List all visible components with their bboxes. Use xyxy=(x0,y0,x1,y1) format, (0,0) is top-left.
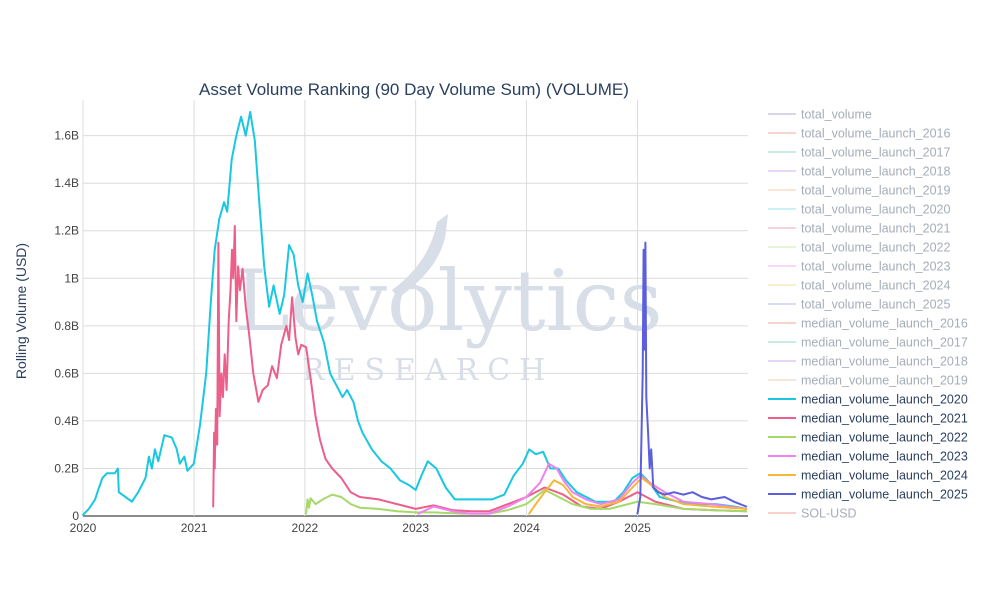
y-tick-label: 0 xyxy=(72,509,79,523)
series-line-median-volume-launch-2023 xyxy=(417,462,748,515)
series-line-median-volume-launch-2025 xyxy=(636,241,748,515)
y-axis-title: Rolling Volume (USD) xyxy=(13,243,29,379)
y-tick-label: 0.2B xyxy=(54,461,79,475)
legend-item: median_volume_launch_2016 xyxy=(768,317,968,331)
legend-item: median_volume_launch_2021 xyxy=(768,412,968,426)
x-tick-label: 2025 xyxy=(624,521,651,535)
legend-item: median_volume_launch_2018 xyxy=(768,355,968,369)
y-axis: 0 0.2B 0.4B 0.6B 0.8B 1B 1.2B 1.4B 1.6B xyxy=(54,129,79,523)
legend-item: median_volume_launch_2017 xyxy=(768,336,968,350)
legend-label: total_volume_launch_2018 xyxy=(801,165,950,179)
watermark-main-text: Levolytics xyxy=(234,252,663,350)
y-tick-label: 1B xyxy=(64,271,79,285)
legend-label: total_volume_launch_2016 xyxy=(801,127,950,141)
legend-label: total_volume_launch_2019 xyxy=(801,184,950,198)
legend-item: total_volume_launch_2016 xyxy=(768,127,950,141)
chart-title: Asset Volume Ranking (90 Day Volume Sum)… xyxy=(199,80,629,99)
legend-item: total_volume_launch_2017 xyxy=(768,146,950,160)
legend-label: median_volume_launch_2024 xyxy=(801,469,968,483)
x-tick-label: 2024 xyxy=(513,521,540,535)
legend-label: total_volume_launch_2024 xyxy=(801,279,950,293)
x-tick-label: 2023 xyxy=(402,521,429,535)
x-axis: 2020 2021 2022 2023 2024 2025 xyxy=(70,521,652,535)
legend-label: total_volume_launch_2025 xyxy=(801,298,950,312)
legend-label: total_volume_launch_2020 xyxy=(801,203,950,217)
legend-label: median_volume_launch_2019 xyxy=(801,374,968,388)
legend-item: total_volume_launch_2020 xyxy=(768,203,950,217)
legend-label: median_volume_launch_2023 xyxy=(801,450,968,464)
legend-label: median_volume_launch_2025 xyxy=(801,488,968,502)
x-tick-label: 2022 xyxy=(292,521,319,535)
legend-item: median_volume_launch_2020 xyxy=(768,393,968,407)
legend-label: total_volume_launch_2021 xyxy=(801,222,950,236)
legend-label: total_volume_launch_2023 xyxy=(801,260,950,274)
legend-item: total_volume_launch_2025 xyxy=(768,298,950,312)
y-tick-label: 0.8B xyxy=(54,319,79,333)
legend-item: total_volume_launch_2023 xyxy=(768,260,950,274)
legend-item: total_volume_launch_2021 xyxy=(768,222,950,236)
y-tick-label: 0.4B xyxy=(54,414,79,428)
legend-item: total_volume_launch_2018 xyxy=(768,165,950,179)
legend-item: median_volume_launch_2019 xyxy=(768,374,968,388)
legend-label: median_volume_launch_2018 xyxy=(801,355,968,369)
watermark-sub-text: RESEARCH xyxy=(302,353,554,388)
series-line-median-volume-launch-2020 xyxy=(82,110,748,516)
legend-label: total_volume_launch_2017 xyxy=(801,146,950,160)
series-line-median-volume-launch-2022 xyxy=(305,488,748,515)
legend-label: median_volume_launch_2022 xyxy=(801,431,968,445)
y-tick-label: 1.4B xyxy=(54,176,79,190)
legend-item: total_volume xyxy=(768,108,872,122)
x-tick-label: 2021 xyxy=(181,521,208,535)
legend-label: median_volume_launch_2017 xyxy=(801,336,968,350)
legend-item: total_volume_launch_2022 xyxy=(768,241,950,255)
watermark: Levolytics RESEARCH xyxy=(234,214,663,388)
legend-label: total_volume_launch_2022 xyxy=(801,241,950,255)
legend-label: SOL-USD xyxy=(801,507,857,521)
y-tick-label: 0.6B xyxy=(54,366,79,380)
y-tick-label: 1.6B xyxy=(54,129,79,143)
legend-item: SOL-USD xyxy=(768,507,857,521)
legend-label: total_volume xyxy=(801,108,872,122)
legend-item: total_volume_launch_2024 xyxy=(768,279,950,293)
legend-label: median_volume_launch_2021 xyxy=(801,412,968,426)
y-tick-label: 1.2B xyxy=(54,224,79,238)
legend-item: median_volume_launch_2024 xyxy=(768,469,968,483)
legend-label: median_volume_launch_2016 xyxy=(801,317,968,331)
legend-item: median_volume_launch_2022 xyxy=(768,431,968,445)
series-layer xyxy=(82,110,748,516)
legend-item: total_volume_launch_2019 xyxy=(768,184,950,198)
legend-item: median_volume_launch_2023 xyxy=(768,450,968,464)
legend: total_volume total_volume_launch_2016tota… xyxy=(768,108,968,521)
watermark-arrow-icon xyxy=(392,214,448,298)
legend-label: median_volume_launch_2020 xyxy=(801,393,968,407)
legend-item: median_volume_launch_2025 xyxy=(768,488,968,502)
x-tick-label: 2020 xyxy=(70,521,97,535)
series-line-median-volume-launch-2024 xyxy=(528,477,748,515)
